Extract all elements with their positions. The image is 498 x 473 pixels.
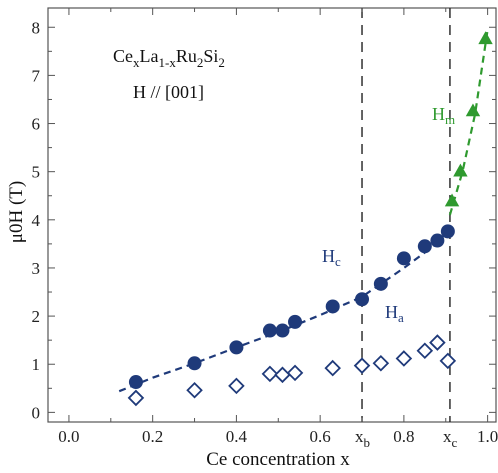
x-tick-label: 0.4: [226, 427, 248, 446]
x-axis-title: Ce concentration x: [206, 449, 350, 470]
axis-ticks: 0.0 0.2 0.4 0.6 0.8 1.0 0 1 2 3 4 5 6 7 8: [32, 8, 498, 446]
point-Hc: [325, 299, 340, 314]
y-tick-label: 6: [32, 115, 41, 134]
point-Hm: [478, 31, 493, 45]
y-axis-title: μ0H (T): [6, 181, 27, 243]
x-tick-label: 0.8: [393, 427, 414, 446]
point-Hm: [465, 103, 481, 117]
field-direction-label: H // [001]: [133, 82, 204, 102]
y-tick-label: 8: [32, 18, 41, 37]
x-tick-label: 0.2: [142, 427, 163, 446]
point-Hc: [355, 292, 370, 307]
series-label-ha: Ha: [385, 302, 404, 325]
point-Ha: [186, 381, 203, 399]
plot-frame: [47, 7, 497, 423]
y-tick-label: 7: [32, 66, 41, 85]
point-Hc: [275, 323, 290, 338]
series-label-hc: Hc: [322, 246, 341, 269]
fit-line-Hm-fit: [448, 29, 489, 216]
point-Ha: [274, 366, 291, 384]
y-tick-label: 2: [32, 307, 41, 326]
point-Ha: [286, 364, 304, 382]
y-tick-label: 4: [32, 211, 41, 230]
vline-label-xb: xb: [355, 427, 370, 450]
point-Ha: [372, 354, 390, 372]
point-Ha: [416, 342, 434, 360]
point-Ha: [395, 350, 413, 367]
point-Hc: [430, 233, 445, 248]
point-Hm: [453, 163, 468, 177]
point-Hc: [396, 251, 411, 266]
point-Hm: [444, 193, 460, 207]
point-Hc: [440, 224, 455, 239]
plot-border: [47, 7, 497, 423]
series-label-hm: Hm: [432, 104, 455, 127]
point-Ha: [261, 365, 279, 383]
point-Ha: [353, 357, 371, 374]
point-Hc: [262, 323, 277, 338]
y-tick-label: 3: [32, 259, 41, 278]
vline-label-xc: xc: [443, 427, 458, 450]
point-Ha: [228, 377, 245, 395]
point-Hc: [417, 239, 432, 254]
y-tick-label: 5: [32, 163, 41, 182]
point-Ha: [127, 389, 145, 407]
point-Hc: [187, 356, 202, 371]
point-Hc: [288, 314, 303, 329]
point-Ha: [439, 352, 457, 370]
x-tick-label: 0.0: [58, 427, 79, 446]
point-Ha: [429, 334, 446, 351]
x-tick-label: 0.6: [310, 427, 331, 446]
y-tick-label: 0: [32, 403, 41, 422]
y-tick-label: 1: [32, 355, 41, 374]
point-Hc: [128, 375, 143, 390]
point-Hc: [373, 276, 388, 291]
point-Ha: [324, 359, 341, 377]
point-Hc: [229, 340, 244, 355]
compound-label: CexLa1-xRu2Si2: [113, 46, 225, 70]
data-points: [127, 31, 493, 407]
x-tick-label: 1.0: [477, 427, 498, 446]
